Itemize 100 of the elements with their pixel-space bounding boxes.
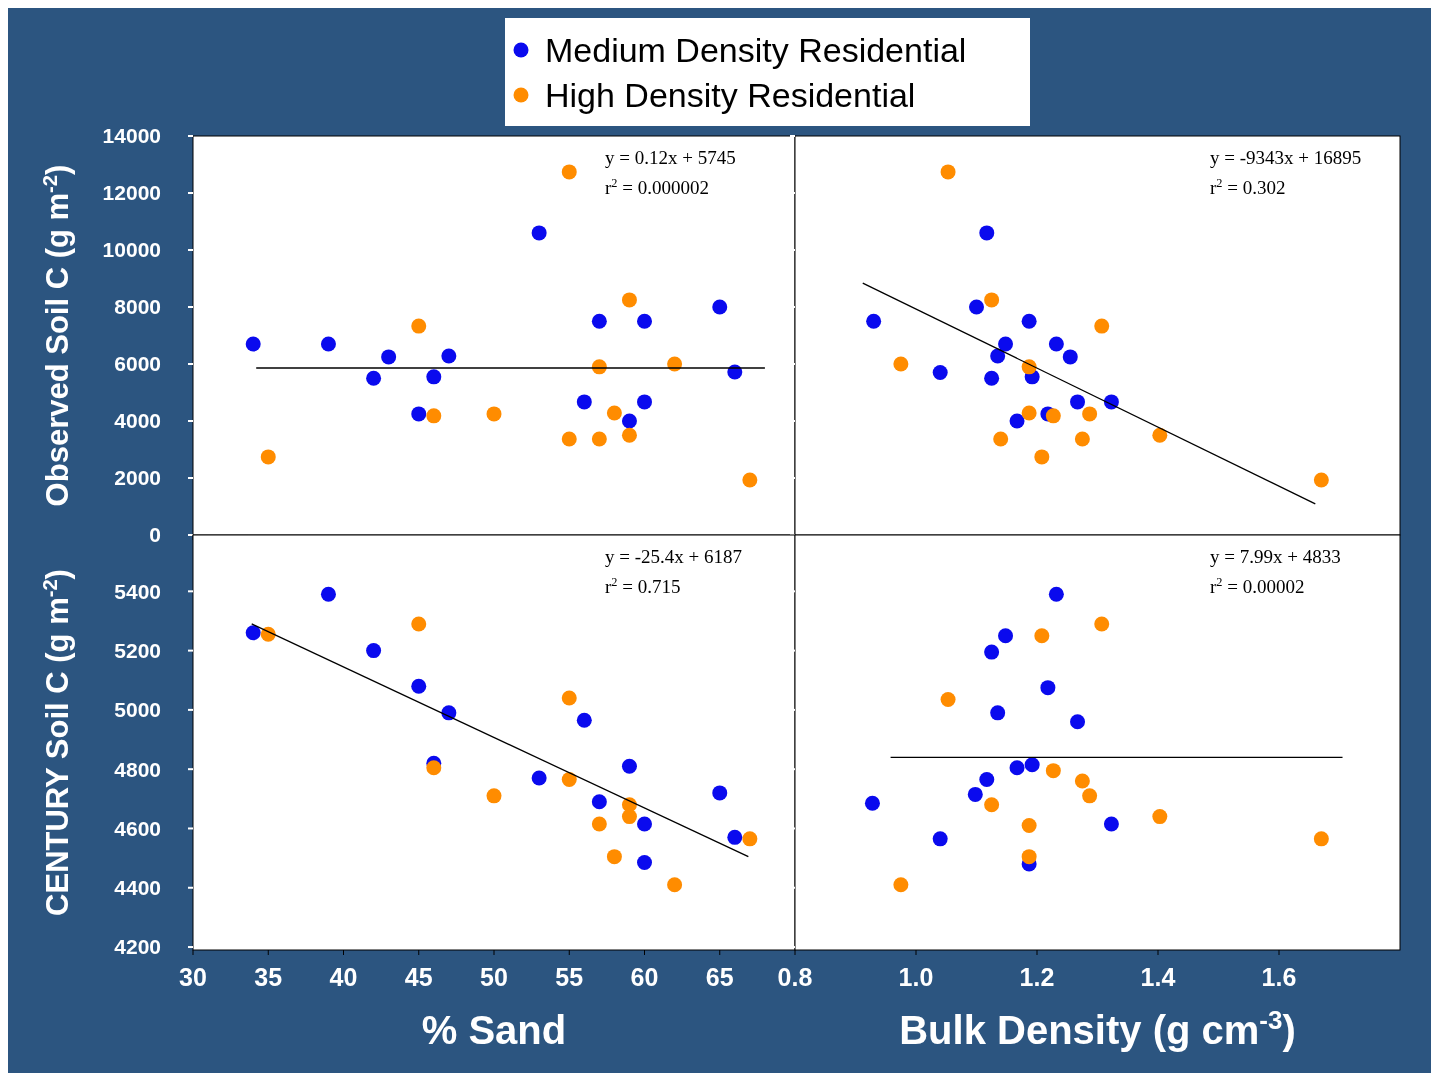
point	[893, 877, 909, 893]
point	[621, 413, 637, 429]
point	[727, 829, 743, 845]
x-tick-label: 1.2	[1019, 963, 1055, 991]
point	[1009, 760, 1025, 776]
point	[967, 786, 983, 802]
point	[1094, 616, 1110, 632]
point	[366, 370, 382, 386]
point	[1021, 849, 1037, 865]
point	[576, 712, 592, 728]
x-tick-label: 1.0	[898, 963, 934, 991]
x-axis-title: Bulk Density (g cm$^{-3}$)	[899, 1005, 1296, 1052]
point	[979, 772, 995, 788]
point	[1045, 763, 1061, 779]
y-tick-label: 2000	[114, 466, 161, 490]
point	[621, 292, 637, 308]
point	[742, 472, 758, 488]
point	[561, 164, 577, 180]
point	[1040, 680, 1056, 696]
point	[742, 831, 758, 847]
point	[712, 299, 728, 315]
point	[1070, 394, 1086, 410]
x-axis-title: % Sand	[421, 1008, 567, 1052]
point	[320, 336, 336, 352]
point	[667, 877, 683, 893]
point	[1062, 349, 1078, 365]
point	[866, 313, 882, 329]
point	[940, 692, 956, 708]
legend-label: High Density Residential	[545, 76, 916, 114]
point	[1070, 714, 1086, 730]
point	[984, 644, 1000, 660]
x-tick-label: 30	[179, 963, 207, 991]
point	[606, 405, 622, 421]
x-tick-label: 40	[329, 963, 358, 991]
point	[1152, 809, 1168, 825]
point	[984, 370, 1000, 386]
point	[969, 299, 984, 315]
x-tick-label: 60	[630, 963, 659, 991]
point	[411, 678, 427, 694]
point	[531, 225, 547, 241]
point	[1074, 773, 1090, 789]
y-tick-label: 12000	[102, 181, 161, 205]
point	[984, 797, 1000, 813]
y-tick-label: 10000	[102, 238, 161, 262]
y-tick-label: 6000	[114, 352, 161, 376]
point	[561, 431, 577, 447]
point	[561, 772, 577, 788]
annotation: y = -25.4x + 6187	[605, 546, 743, 567]
point	[637, 313, 652, 329]
point	[932, 831, 948, 847]
point	[245, 336, 261, 352]
point	[591, 794, 607, 810]
point	[576, 394, 592, 410]
point	[998, 336, 1014, 352]
point	[1152, 427, 1168, 443]
x-tick-label: 35	[254, 963, 283, 991]
annotation: r$^{2}$ = 0.302	[1210, 176, 1286, 198]
point	[486, 788, 502, 804]
point	[531, 770, 547, 786]
point	[979, 225, 995, 241]
point	[990, 348, 1006, 364]
point	[864, 795, 880, 811]
y-tick-label: 8000	[114, 295, 161, 319]
annotation: y = 7.99x + 4833	[1210, 546, 1341, 567]
point	[1048, 336, 1064, 352]
y-tick-label: 4400	[114, 876, 161, 900]
point	[1103, 816, 1119, 832]
annotation: y = 0.12x + 5745	[605, 147, 736, 168]
annotation: r$^{2}$ = 0.00002	[1210, 575, 1305, 597]
y-tick-label: 14000	[102, 124, 161, 148]
point	[486, 406, 502, 422]
point	[411, 616, 427, 632]
point	[1313, 831, 1329, 847]
x-tick-label: 65	[705, 963, 734, 991]
point	[1313, 472, 1329, 488]
point	[1024, 757, 1040, 773]
point	[1009, 413, 1025, 429]
point	[591, 431, 607, 447]
point	[637, 816, 652, 832]
y-tick-label: 5200	[114, 638, 161, 662]
point	[1082, 788, 1098, 804]
point	[245, 625, 261, 641]
point	[1021, 313, 1037, 329]
legend-label: Medium Density Residential	[545, 31, 967, 69]
point	[426, 760, 442, 776]
point	[260, 449, 276, 465]
y-tick-label: 5000	[114, 698, 161, 722]
annotation: r$^{2}$ = 0.715	[605, 575, 681, 597]
x-tick-label: 0.8	[777, 963, 813, 991]
point	[998, 628, 1014, 644]
point	[990, 705, 1006, 721]
point	[441, 348, 457, 364]
point	[1021, 818, 1037, 833]
point	[621, 809, 637, 825]
point	[411, 318, 427, 334]
point	[1021, 405, 1037, 421]
point	[637, 394, 652, 410]
point	[940, 164, 956, 180]
y-tick-label: 4600	[114, 816, 161, 840]
point	[366, 643, 382, 659]
